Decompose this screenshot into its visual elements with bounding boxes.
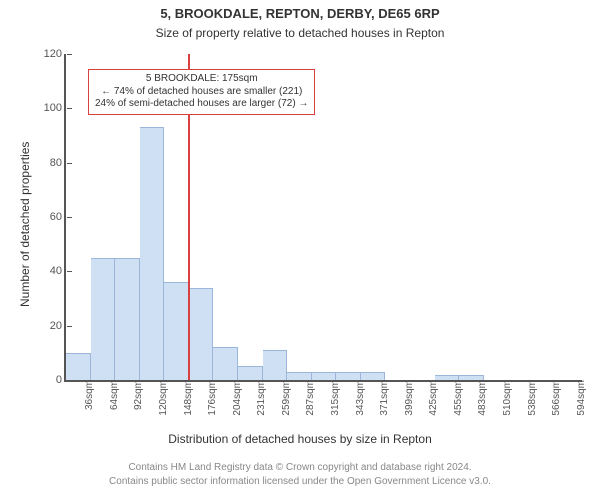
x-tick-label: 231sqm	[254, 380, 267, 416]
histogram-bar	[312, 372, 337, 380]
y-axis-label: Number of detached properties	[18, 142, 32, 307]
histogram-bar	[189, 288, 214, 380]
histogram-bar	[361, 372, 386, 380]
x-tick-label: 510sqm	[500, 380, 513, 416]
x-tick-label: 204sqm	[230, 380, 243, 416]
x-tick-label: 399sqm	[402, 380, 415, 416]
x-tick-label: 36sqm	[82, 380, 95, 410]
x-tick-label: 483sqm	[475, 380, 488, 416]
histogram-bar	[91, 258, 116, 380]
annotation-line: 5 BROOKDALE: 175sqm	[95, 73, 308, 86]
x-tick-label: 315sqm	[328, 380, 341, 416]
attribution-line-1: Contains HM Land Registry data © Crown c…	[0, 462, 600, 473]
y-tick-label: 0	[56, 374, 66, 386]
x-tick-label: 594sqm	[574, 380, 587, 416]
x-tick-label: 64sqm	[107, 380, 120, 410]
y-tick-label: 20	[50, 320, 66, 332]
y-tick-label: 120	[44, 48, 66, 60]
histogram-bar	[238, 366, 263, 380]
histogram-bar	[287, 372, 312, 380]
x-tick-label: 148sqm	[181, 380, 194, 416]
x-tick-label: 176sqm	[205, 380, 218, 416]
annotation-line: ← 74% of detached houses are smaller (22…	[95, 86, 308, 99]
x-tick-label: 287sqm	[303, 380, 316, 416]
x-tick-label: 425sqm	[426, 380, 439, 416]
histogram-bar	[213, 347, 238, 380]
x-axis-label: Distribution of detached houses by size …	[0, 432, 600, 446]
y-tick-label: 80	[50, 157, 66, 169]
histogram-bar	[336, 372, 361, 380]
histogram-bar	[140, 127, 165, 380]
x-tick-label: 92sqm	[131, 380, 144, 410]
y-tick-label: 100	[44, 102, 66, 114]
annotation-line: 24% of semi-detached houses are larger (…	[95, 98, 308, 111]
y-tick-label: 40	[50, 265, 66, 277]
y-tick-label: 60	[50, 211, 66, 223]
page-subtitle: Size of property relative to detached ho…	[0, 26, 600, 40]
x-tick-label: 538sqm	[525, 380, 538, 416]
annotation-box: 5 BROOKDALE: 175sqm← 74% of detached hou…	[88, 69, 315, 115]
attribution-line-2: Contains public sector information licen…	[0, 476, 600, 487]
x-tick-label: 343sqm	[353, 380, 366, 416]
x-tick-label: 566sqm	[549, 380, 562, 416]
x-tick-label: 455sqm	[451, 380, 464, 416]
page-title: 5, BROOKDALE, REPTON, DERBY, DE65 6RP	[0, 6, 600, 21]
x-tick-label: 259sqm	[279, 380, 292, 416]
histogram-bar	[263, 350, 288, 380]
histogram-bar	[66, 353, 91, 380]
x-tick-label: 371sqm	[377, 380, 390, 416]
histogram-bar	[164, 282, 189, 380]
histogram-bar	[115, 258, 140, 380]
x-tick-label: 120sqm	[156, 380, 169, 416]
